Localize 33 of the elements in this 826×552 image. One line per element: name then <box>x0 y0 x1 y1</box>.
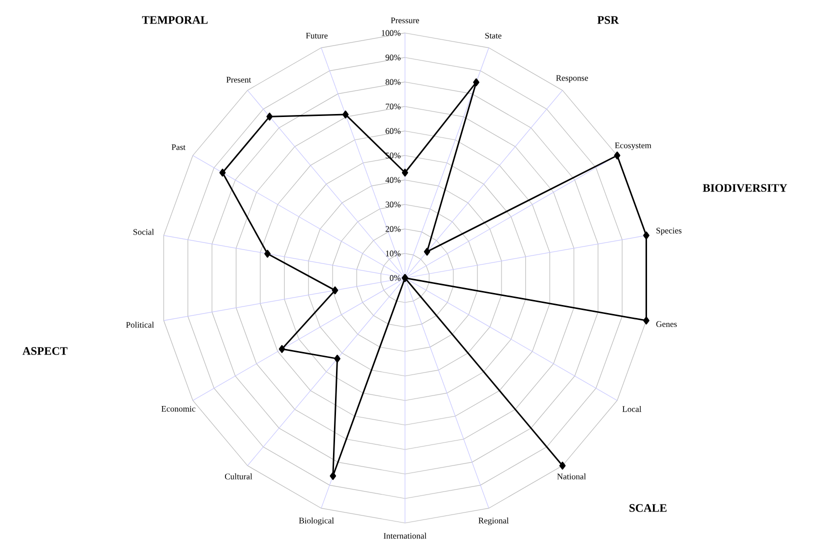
y-tick-label: 10% <box>386 250 401 256</box>
spoke-label: Cultural <box>224 473 252 480</box>
spoke-label: Economic <box>161 406 196 412</box>
y-tick-label: 70% <box>386 104 401 110</box>
text: SCALE <box>630 504 667 512</box>
spoke-label: Ecosystem <box>614 142 652 150</box>
spoke-label: Response <box>556 75 588 83</box>
spoke-label: Social <box>133 228 154 235</box>
spoke-label: Past <box>172 144 186 150</box>
spoke-label: Biological <box>299 517 334 526</box>
spoke-label: International <box>384 532 426 539</box>
spoke-label: Species <box>656 228 682 236</box>
spoke-label: National <box>557 473 586 480</box>
spoke-label: Present <box>226 76 252 83</box>
text: BIODIVERSITY <box>702 184 788 192</box>
spoke-label: Local <box>622 406 642 412</box>
y-tick-label: 80% <box>386 79 401 85</box>
y-tick-label: 100% <box>382 30 401 36</box>
text: TEMPORAL <box>142 16 208 24</box>
spoke-label: Pressure <box>390 18 420 24</box>
spoke-label: Regional <box>478 517 509 526</box>
y-tick-label: 90% <box>386 54 401 60</box>
spoke-label: Genes <box>656 321 677 327</box>
y-tick-label: 60% <box>386 128 401 134</box>
text: ASPECT <box>22 347 68 355</box>
spoke-label: State <box>485 32 502 39</box>
spoke-label: Political <box>126 322 154 328</box>
y-tick-label: 20% <box>386 226 401 232</box>
spoke-label: Future <box>306 32 328 39</box>
y-tick-label: 0% <box>390 275 401 281</box>
y-tick-label: 30% <box>386 202 401 208</box>
y-tick-label: 40% <box>385 177 401 183</box>
text: PSR <box>597 16 619 24</box>
